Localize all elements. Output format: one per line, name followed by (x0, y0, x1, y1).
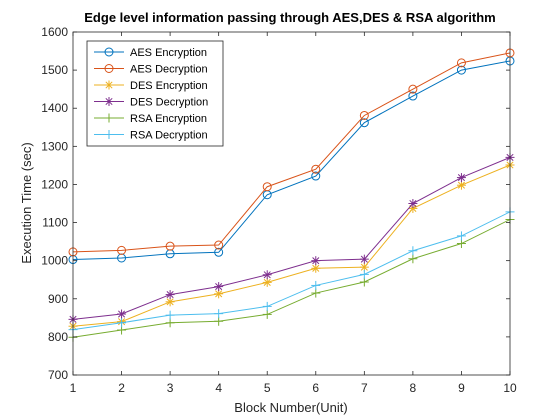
data-point (456, 58, 466, 68)
data-point (408, 254, 418, 264)
series-line (72, 52, 511, 253)
series-line (72, 164, 511, 327)
data-point (408, 246, 418, 256)
data-point (165, 310, 175, 320)
data-point (262, 270, 272, 280)
data-point (165, 241, 175, 251)
data-point (214, 309, 224, 319)
data-point (262, 309, 272, 319)
data-point (456, 65, 466, 75)
data-point (359, 269, 369, 279)
x-tick-label: 1 (70, 381, 77, 395)
series-line (72, 211, 511, 331)
legend-marker (104, 97, 114, 106)
data-point (165, 318, 175, 328)
y-tick-label: 900 (48, 292, 68, 306)
legend: AES Encryption AES Decryption DES Encrypti… (86, 40, 224, 147)
x-tick-label: 4 (215, 381, 222, 395)
data-point (408, 84, 418, 94)
series-des-decryption (68, 152, 515, 324)
y-tick-label: 1600 (41, 25, 68, 39)
y-tick-label: 1200 (41, 177, 68, 191)
data-point (214, 240, 224, 250)
data-point (214, 247, 224, 257)
data-point (262, 182, 272, 192)
y-tick-label: 1300 (41, 139, 68, 153)
data-point (408, 91, 418, 101)
chart-title: Edge level information passing through A… (84, 10, 495, 25)
legend-label: RSA Encryption (130, 113, 207, 125)
legend-marker (104, 130, 114, 139)
axes-layer: 1 2 3 4 5 6 7 8 9 10 700 800 900 1000 1100 1200 1300 1400… (41, 25, 517, 395)
axes-box (72, 31, 511, 376)
series-layer (68, 48, 515, 342)
data-point (408, 199, 418, 208)
series-aes-decryption (68, 48, 515, 257)
x-tick-label: 6 (312, 381, 319, 395)
legend-marker (104, 113, 114, 123)
legend-label: DES Encryption (130, 80, 208, 92)
data-point (311, 263, 321, 273)
y-tick-label: 700 (48, 368, 68, 382)
legend-label: RSA Decryption (130, 130, 208, 142)
y-tick-label: 1400 (41, 101, 68, 115)
series-line (72, 60, 511, 261)
data-point (117, 309, 127, 319)
x-axis-label: Block Number(Unit) (234, 400, 347, 415)
data-point (359, 277, 369, 287)
legend-marker (104, 80, 114, 90)
x-tick-label: 5 (264, 381, 271, 395)
x-tick-label: 8 (410, 381, 417, 395)
data-point (117, 245, 127, 255)
y-tick-label: 1000 (41, 254, 68, 268)
data-point (311, 288, 321, 298)
data-point (456, 180, 466, 190)
data-point (456, 239, 466, 249)
x-tick-label: 3 (167, 381, 174, 395)
x-tick-label: 10 (503, 381, 517, 395)
legend-entry: RSA Encryption (94, 113, 207, 125)
data-point (311, 164, 321, 174)
data-point (262, 301, 272, 311)
legend-entry: DES Encryption (94, 80, 208, 92)
data-point (359, 254, 369, 264)
data-point (311, 171, 321, 181)
y-tick-label: 1100 (42, 216, 68, 230)
x-tick-label: 9 (458, 381, 465, 395)
data-point (456, 173, 466, 183)
data-point (456, 231, 466, 241)
data-point (117, 318, 127, 328)
x-tick-label: 2 (118, 381, 125, 395)
series-rsa-decryption (68, 207, 515, 335)
data-point (311, 256, 321, 266)
y-tick-label: 800 (48, 330, 68, 344)
data-point (311, 280, 321, 290)
data-point (359, 118, 369, 128)
legend-entry: RSA Decryption (94, 130, 208, 142)
data-point (214, 282, 224, 292)
legend-box (86, 40, 224, 147)
legend-entry: DES Decryption (94, 97, 208, 109)
legend-marker (104, 64, 114, 73)
legend-label: DES Decryption (130, 97, 208, 109)
data-point (359, 110, 369, 120)
series-line (72, 219, 511, 338)
legend-label: AES Decryption (130, 64, 208, 76)
legend-label: AES Encryption (130, 47, 207, 59)
data-point (262, 277, 272, 287)
series-line (72, 156, 511, 320)
data-point (214, 316, 224, 326)
data-point (359, 262, 369, 272)
y-axis-label: Execution Time (sec) (19, 142, 34, 263)
legend-entry: AES Decryption (94, 64, 208, 76)
legend-marker (104, 47, 114, 57)
series-rsa-encryption (68, 215, 515, 342)
legend-entry: AES Encryption (94, 47, 207, 59)
data-point (165, 290, 175, 300)
y-tick-label: 1500 (41, 63, 68, 77)
x-tick-label: 7 (361, 381, 368, 395)
